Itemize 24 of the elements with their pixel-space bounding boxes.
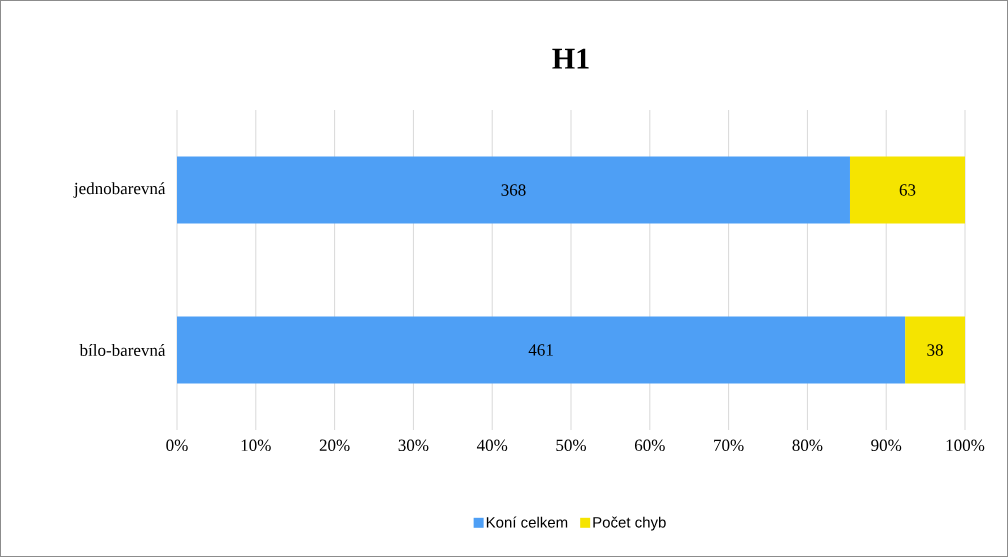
legend-label: Koní celkem [486,516,568,528]
bar [177,316,906,384]
chart-title: H1 [552,48,589,69]
bar [177,156,850,224]
x-tick-label: 100% [946,439,985,452]
x-tick-label: 70% [714,439,744,452]
x-tick-label: 30% [398,439,429,452]
bar [849,156,966,224]
x-tick-label: 80% [792,439,823,452]
annotation: 63 [899,184,916,196]
y-tick-label: jednobarevná [73,182,166,198]
x-tick-label: 50% [556,439,587,452]
annotation: 38 [927,344,943,356]
x-tick-label: 90% [871,439,902,452]
y-tick-label: bílo-barevná [79,344,166,356]
annotation: 368 [501,184,526,196]
annotation: 461 [528,344,553,356]
legend-label: Počet chyb [593,516,666,531]
x-tick-label: 40% [476,439,508,452]
x-tick-label: 20% [319,439,350,452]
bar [905,316,966,384]
x-tick-label: 0% [166,439,188,452]
x-tick-label: 60% [634,439,665,452]
x-tick-label: 10% [241,439,271,452]
